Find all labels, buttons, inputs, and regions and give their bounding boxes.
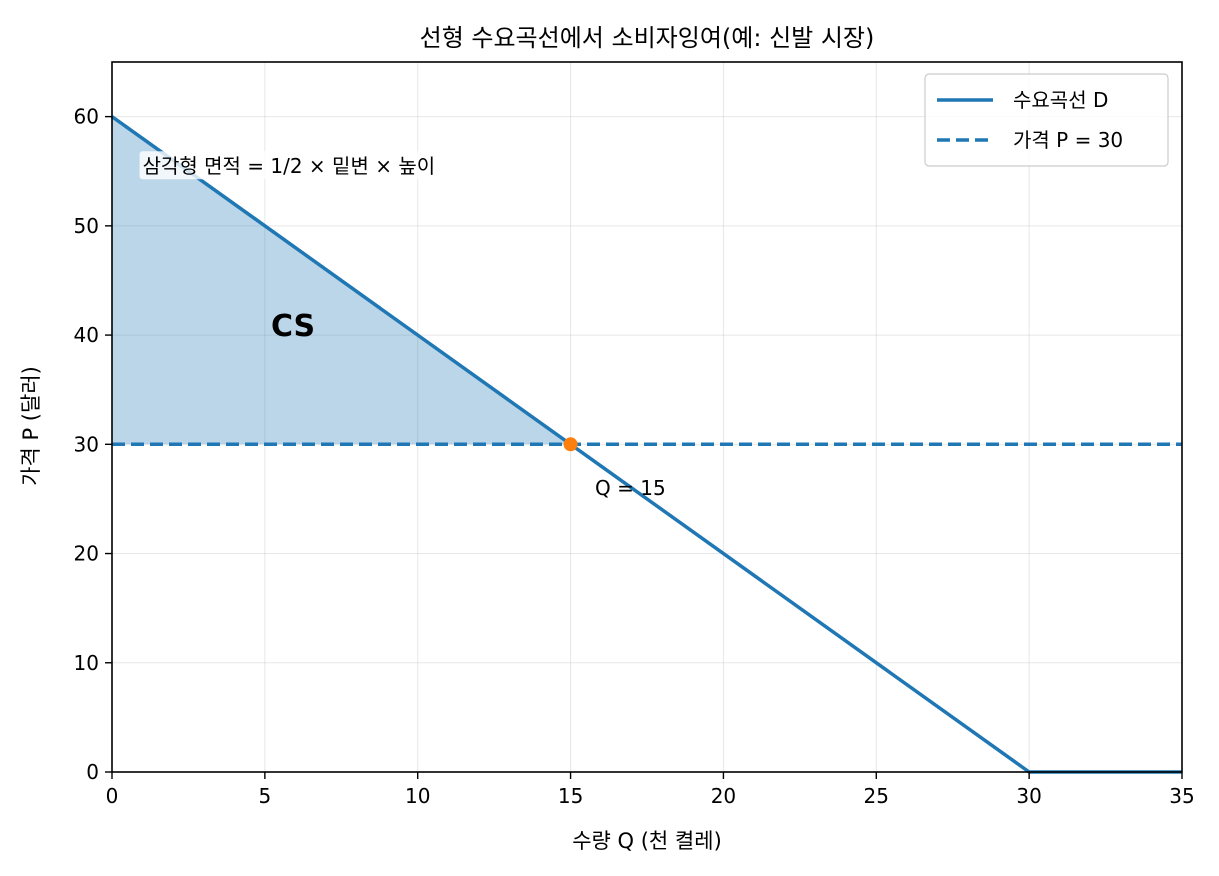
y-tick-label: 30 bbox=[74, 432, 99, 456]
y-tick-label: 20 bbox=[74, 542, 99, 566]
cs-label: CS bbox=[271, 309, 315, 344]
axis-ticks: 0 5 10 15 20 25 30 35 0 10 20 30 40 50 60 bbox=[74, 61, 1195, 808]
y-tick-label: 0 bbox=[86, 760, 99, 784]
y-tick-label: 60 bbox=[74, 105, 99, 129]
x-tick-label: 20 bbox=[711, 784, 736, 808]
x-tick-label: 15 bbox=[558, 784, 583, 808]
plot-area: 삼각형 면적 = 1/2 × 밑변 × 높이 Q = 15 CS bbox=[110, 115, 1182, 774]
annotation-box bbox=[139, 151, 532, 180]
x-tick-label: 5 bbox=[258, 784, 271, 808]
y-axis-label: 가격 P (달러) bbox=[19, 366, 43, 486]
legend-box bbox=[924, 73, 1169, 167]
x-tick-label: 35 bbox=[1169, 784, 1194, 808]
x-axis-label: 수량 Q (천 켤레) bbox=[572, 829, 722, 853]
legend-entry: 가격 P = 30 bbox=[1013, 128, 1123, 152]
legend: 수요곡선 D 가격 P = 30 bbox=[924, 73, 1169, 167]
annotation-area-formula: 삼각형 면적 = 1/2 × 밑변 × 높이 bbox=[143, 154, 436, 178]
x-tick-label: 10 bbox=[405, 784, 430, 808]
y-tick-label: 40 bbox=[74, 323, 99, 347]
y-tick-label: 50 bbox=[74, 214, 99, 238]
chart-title: 선형 수요곡선에서 소비자잉여(예: 신발 시장) bbox=[420, 24, 875, 52]
x-tick-label: 25 bbox=[864, 784, 889, 808]
annotation-quantity: Q = 15 bbox=[595, 476, 666, 500]
axes-frame bbox=[111, 61, 1183, 773]
equilibrium-point bbox=[563, 437, 578, 452]
x-tick-label: 0 bbox=[106, 784, 119, 808]
y-tick-label: 10 bbox=[74, 651, 99, 675]
x-tick-label: 30 bbox=[1016, 784, 1041, 808]
legend-entry: 수요곡선 D bbox=[1013, 88, 1108, 112]
